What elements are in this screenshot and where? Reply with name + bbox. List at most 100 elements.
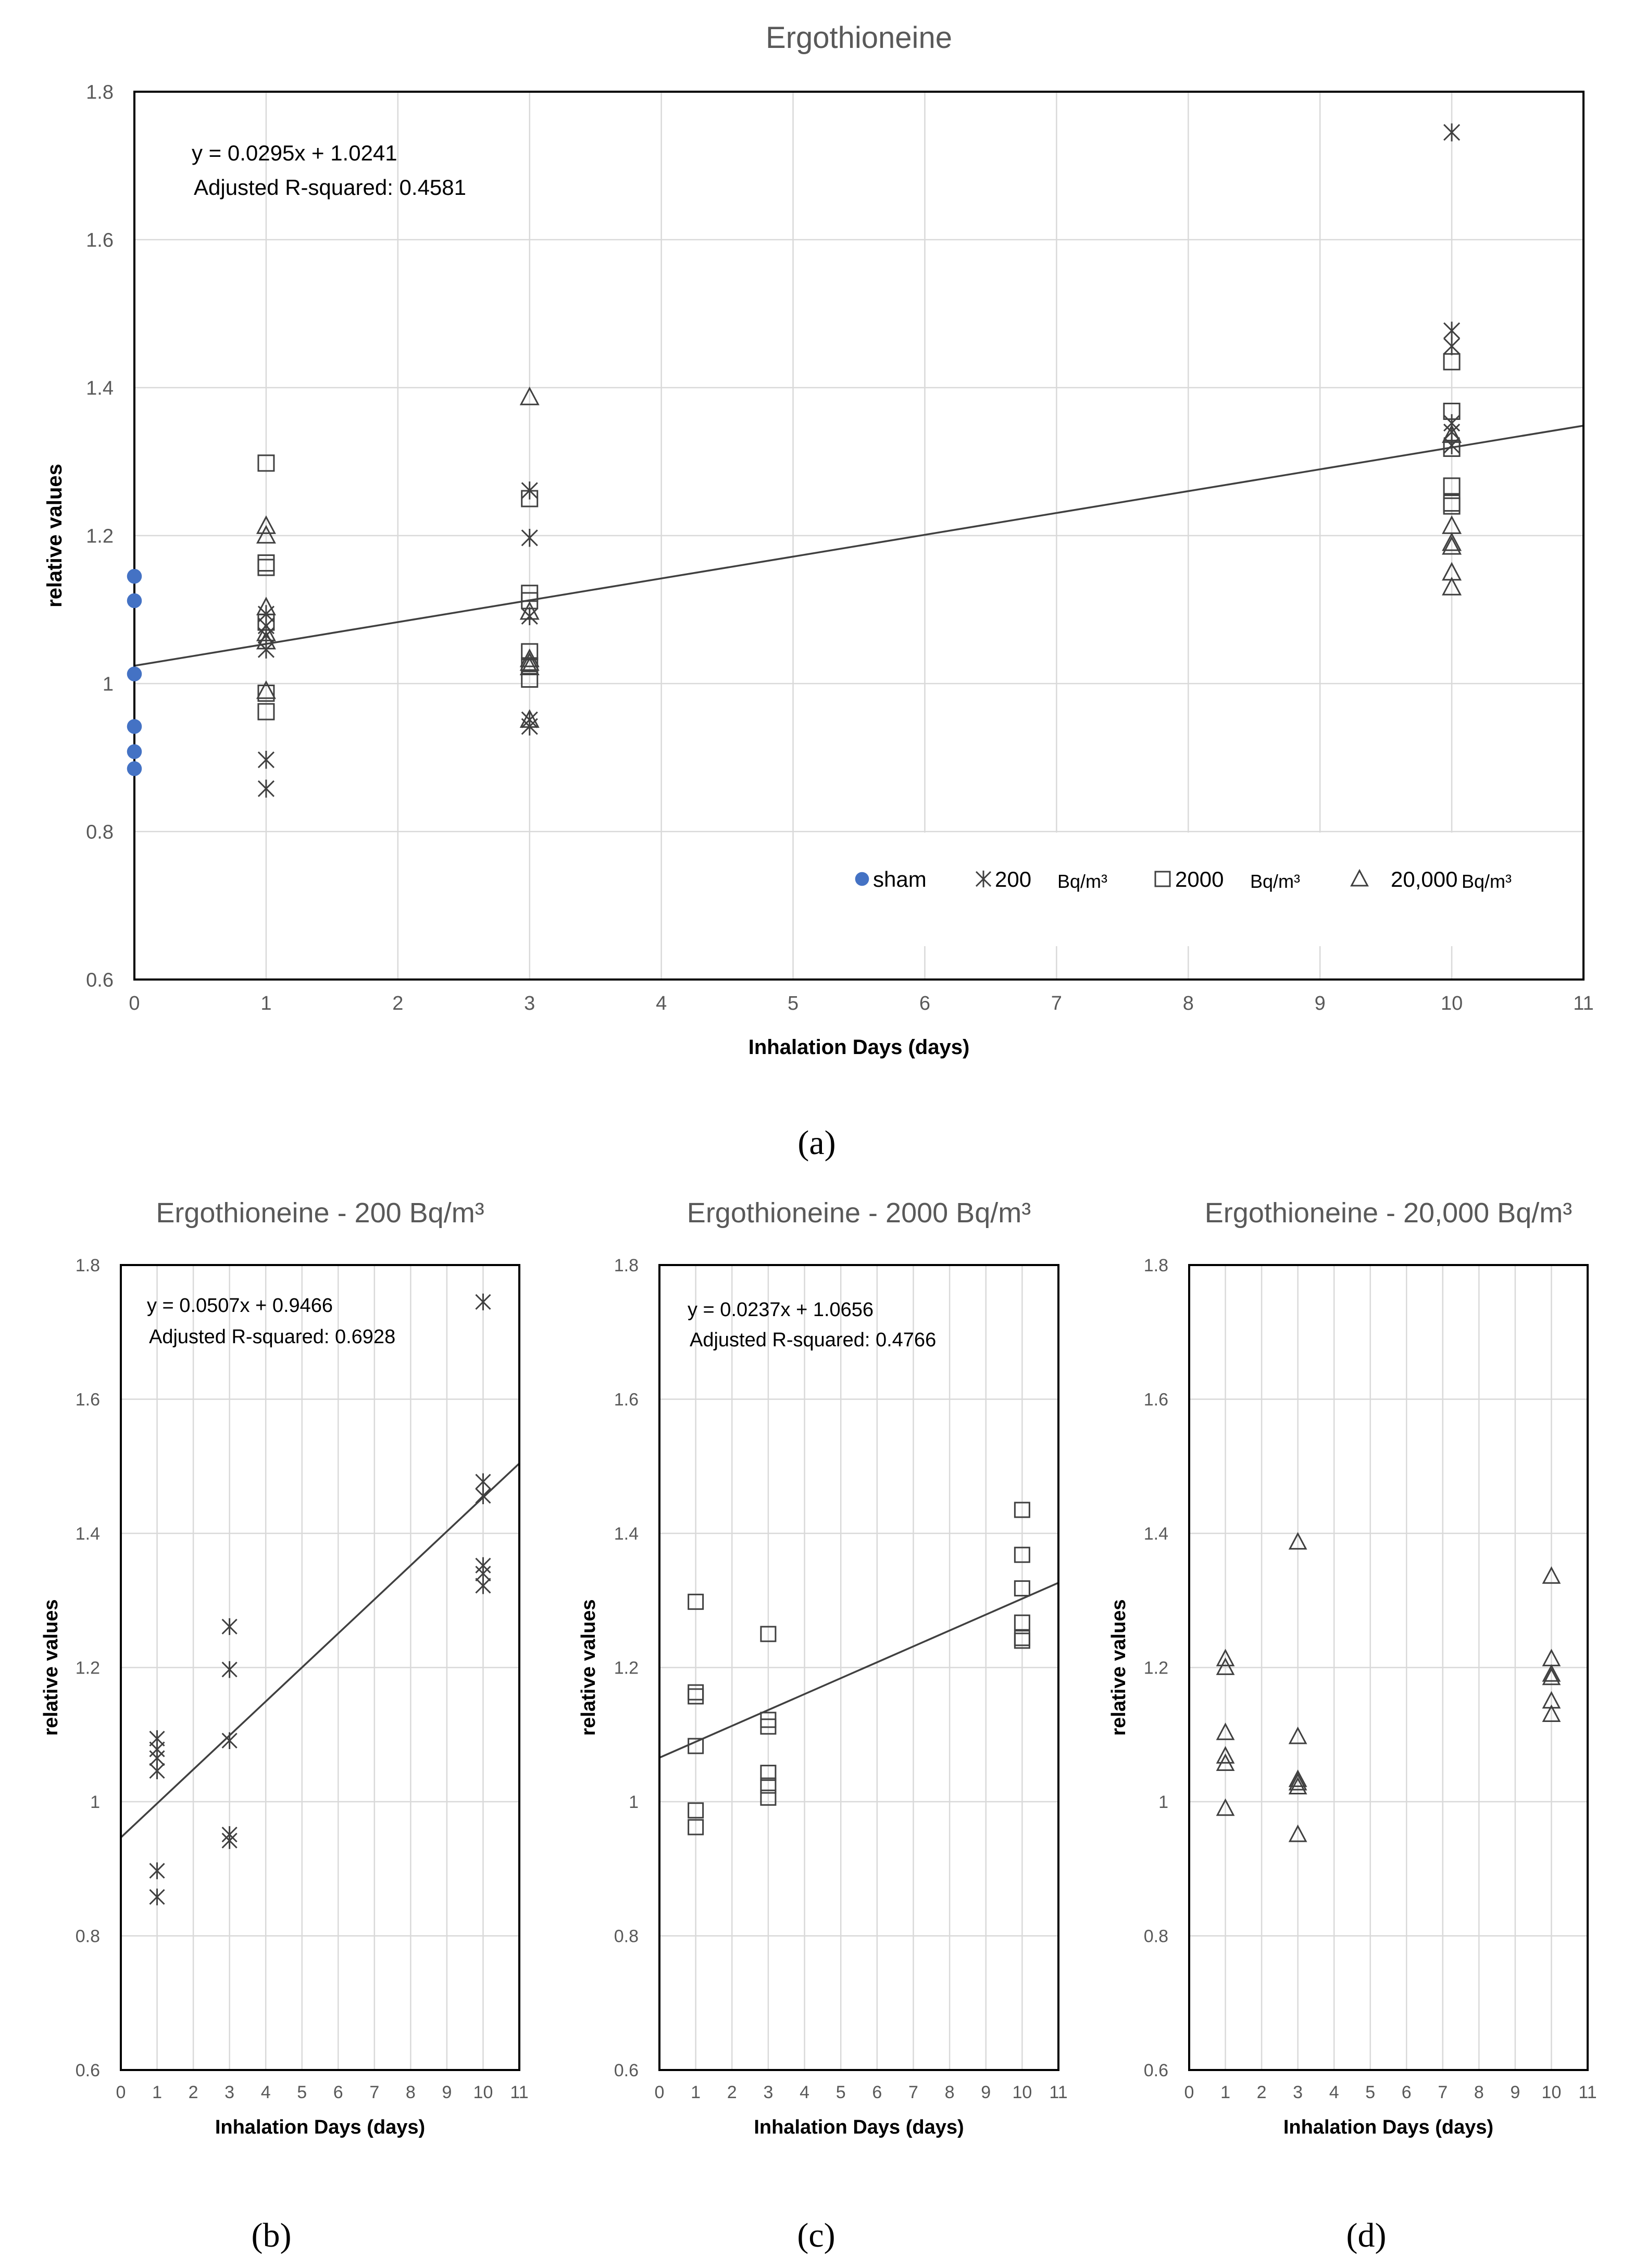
chart-c: 0 1 2 3 4 5 6 7 8 9 10 11 0.6 0.8 1 1.2 1.4 1.6 1.8 Ergothi…: [578, 1197, 1068, 2138]
x-tick-label: 7: [908, 2083, 918, 2102]
x-tick-label: 0: [116, 2083, 126, 2102]
legend-marker-triangle: [1350, 869, 1369, 887]
x-tick-label: 7: [1438, 2083, 1448, 2102]
data-point: [1216, 1657, 1235, 1675]
data-point: [1442, 424, 1462, 443]
x-tick-label: 6: [333, 2083, 343, 2102]
y-tick-label: 1.2: [614, 1658, 639, 1678]
data-point: [475, 1577, 491, 1594]
data-point: [475, 1487, 491, 1504]
data-point: [688, 1819, 704, 1836]
x-tick-label: 4: [261, 2083, 271, 2102]
x-tick-label: 8: [406, 2083, 416, 2102]
data-point: [1288, 1773, 1307, 1791]
data-point: [519, 601, 540, 620]
data-point: [1443, 439, 1461, 457]
data-point: [127, 666, 142, 681]
data-point: [1216, 1649, 1235, 1667]
data-point: [1443, 353, 1461, 370]
data-point: [149, 1862, 165, 1879]
data-point: [1216, 1798, 1235, 1816]
adjusted-r-squared: Adjusted R-squared: 0.4581: [194, 175, 466, 200]
data-point: [1288, 1726, 1307, 1744]
data-point: [1014, 1632, 1030, 1649]
x-tick-label: 10: [1542, 2083, 1562, 2102]
legend-label: sham: [873, 867, 927, 891]
data-point: [257, 640, 275, 659]
y-tick-label: 1: [90, 1792, 100, 1812]
x-tick-label: 8: [1474, 2083, 1484, 2102]
data-point: [475, 1293, 491, 1310]
y-tick-label: 1.8: [76, 1256, 100, 1275]
panel-label: (d): [1346, 2216, 1387, 2254]
legend-label: 200: [995, 867, 1031, 891]
y-axis-label: relative values: [40, 1600, 62, 1736]
legend-item: sham: [855, 867, 927, 891]
y-tick-label: 1.8: [614, 1256, 639, 1275]
data-point: [127, 719, 142, 734]
legend-marker-star: [975, 870, 992, 888]
data-point: [256, 622, 276, 641]
x-tick-label: 0: [655, 2083, 665, 2102]
legend-item: 20,000 Bq/m³: [1350, 867, 1512, 892]
data-point: [256, 630, 276, 650]
plot-frame: [120, 1264, 520, 2071]
data-point: [256, 525, 276, 544]
chart-title: Ergothioneine - 20,000 Bq/m³: [1205, 1197, 1572, 1229]
x-tick-label: 3: [763, 2083, 773, 2102]
data-point: [760, 1765, 777, 1781]
data-point: [519, 652, 540, 671]
x-tick-label: 2: [727, 2083, 737, 2102]
panel-label: (a): [797, 1124, 835, 1162]
data-point: [688, 1593, 704, 1610]
y-tick-label: 1.4: [76, 1524, 100, 1544]
x-tick-label: 10: [473, 2083, 493, 2102]
y-tick-label: 1.6: [86, 229, 114, 251]
x-tick-label: 7: [369, 2083, 379, 2102]
y-tick-label: 1.8: [1144, 1256, 1168, 1275]
data-point: [1542, 1667, 1561, 1685]
x-tick-label: 2: [1257, 2083, 1267, 2102]
adjusted-r-squared: Adjusted R-squared: 0.6928: [149, 1326, 395, 1348]
x-tick-label: 9: [981, 2083, 991, 2102]
y-tick-label: 1.4: [86, 377, 114, 399]
y-tick-label: 0.6: [76, 2061, 100, 2080]
data-point: [1542, 1566, 1561, 1584]
data-point: [127, 568, 142, 584]
x-tick-label: 5: [788, 993, 799, 1014]
plot-frame: [658, 1264, 1059, 2071]
chart-title: Ergothioneine - 200 Bq/m³: [156, 1197, 484, 1229]
chart-title: Ergothioneine: [766, 21, 952, 55]
y-tick-label: 1.8: [86, 81, 114, 103]
x-tick-label: 4: [800, 2083, 809, 2102]
x-tick-label: 9: [1510, 2083, 1520, 2102]
data-point: [519, 648, 540, 667]
y-tick-label: 1: [629, 1792, 639, 1812]
trend-line: [659, 1582, 1059, 1759]
data-point: [1443, 321, 1461, 340]
data-point: [688, 1802, 704, 1819]
data-point: [1288, 1769, 1307, 1787]
x-tick-label: 5: [1365, 2083, 1375, 2102]
x-tick-label: 10: [1012, 2083, 1032, 2102]
data-point: [256, 515, 276, 534]
data-point: [149, 1888, 165, 1905]
data-point: [1443, 337, 1461, 355]
x-tick-label: 11: [510, 2083, 528, 2102]
y-tick-label: 0.8: [1144, 1926, 1168, 1946]
adjusted-r-squared: Adjusted R-squared: 0.4766: [690, 1329, 936, 1351]
x-tick-label: 1: [691, 2083, 701, 2102]
series-circle: [127, 568, 142, 776]
y-axis-label: relative values: [578, 1600, 600, 1736]
chart-d: 0 1 2 3 4 5 6 7 8 9 10 11 0.6 0.8 1 1.2 1.4 1.6 1.8 Ergothi…: [1108, 1197, 1597, 2138]
y-tick-label: 1: [1158, 1792, 1168, 1812]
data-point: [519, 656, 540, 676]
x-tick-label: 9: [1315, 993, 1326, 1014]
data-point: [1443, 123, 1461, 142]
x-tick-label: 11: [1573, 993, 1593, 1014]
x-tick-label: 0: [129, 993, 140, 1014]
data-point: [1542, 1691, 1561, 1709]
data-point: [127, 744, 142, 759]
y-tick-label: 1.6: [76, 1390, 100, 1409]
x-tick-label: 1: [1220, 2083, 1230, 2102]
